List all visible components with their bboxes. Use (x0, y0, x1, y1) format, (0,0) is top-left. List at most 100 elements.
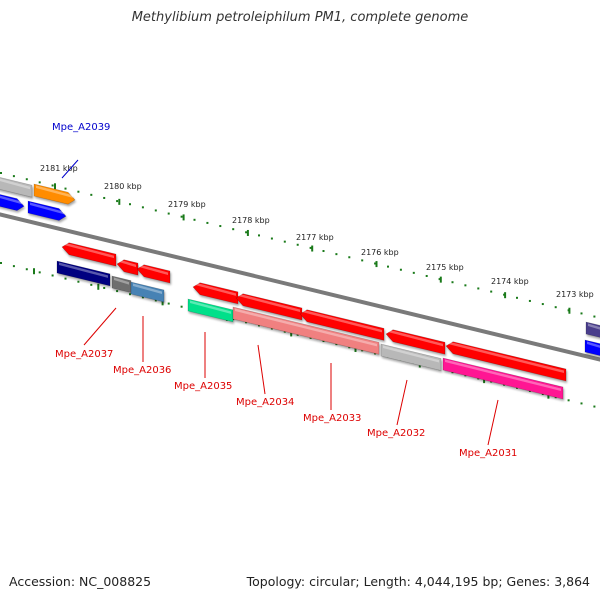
tick-label: 2177 kbp (296, 233, 334, 242)
ruler-dot (528, 299, 531, 302)
ruler-dot (516, 296, 518, 299)
tick-label: 2176 kbp (361, 248, 399, 257)
ruler-dot (180, 215, 183, 218)
callout-line (61, 159, 79, 179)
gene-highlight (388, 329, 443, 347)
callout-line (257, 344, 266, 395)
ruler-dot (167, 302, 170, 305)
gene-highlight (588, 323, 600, 330)
ruler-dot (129, 203, 131, 206)
gene-highlight (448, 341, 564, 374)
gene-highlight (190, 300, 231, 314)
gene-arrow[interactable] (136, 264, 171, 284)
gene-highlight (133, 283, 162, 294)
ruler-dot (167, 212, 170, 215)
backbone-line (0, 212, 600, 362)
gene-highlight (114, 277, 129, 285)
ruler-dot (490, 290, 493, 293)
gene-label-mpe-a2037[interactable]: Mpe_A2037 (55, 349, 113, 360)
ruler-dot (387, 265, 389, 268)
ruler-dot (580, 402, 583, 405)
ruler-dot (12, 265, 15, 268)
ruler-dot (348, 256, 351, 259)
ruler-dot (180, 305, 183, 308)
map-title: Methylibium petroleiphilum PM1, complete… (131, 10, 469, 25)
gene-highlight (0, 178, 30, 190)
ruler-dot (219, 225, 222, 228)
ruler-dot (141, 296, 144, 299)
gene-arrow[interactable] (445, 341, 567, 382)
ruler-dot (51, 274, 54, 277)
ruler-dot (425, 274, 428, 277)
gene-label-mpe-a2035[interactable]: Mpe_A2035 (174, 381, 232, 392)
ruler-tick-labels: 2181 kbp 2180 kbp 2179 kbp 2178 kbp 2177… (40, 164, 594, 299)
ruler-dot (399, 268, 402, 271)
ruler-dot (0, 262, 2, 264)
gene-highlight (445, 359, 561, 392)
gene-label-mpe-a2039[interactable]: Mpe_A2039 (52, 122, 110, 133)
gene-highlight (0, 195, 22, 205)
ruler-dot (154, 299, 157, 302)
gene-highlight (235, 308, 377, 347)
callout-line (396, 379, 408, 426)
gene-label-mpe-a2034[interactable]: Mpe_A2034 (236, 397, 294, 408)
gene-arrow[interactable] (61, 242, 117, 267)
gene-label-mpe-a2032[interactable]: Mpe_A2032 (367, 428, 425, 439)
tick-label: 2174 kbp (491, 277, 529, 286)
tick-label: 2173 kbp (556, 290, 594, 299)
callout-line (487, 399, 499, 446)
gene-arrow[interactable] (299, 309, 385, 341)
ruler-dot (103, 196, 106, 199)
ruler-dot (296, 243, 299, 246)
tick-label: 2180 kbp (104, 182, 142, 191)
ruler-dot (374, 262, 377, 265)
gene-arrow[interactable] (385, 329, 446, 355)
gene-labels: Mpe_A2039 Mpe_A2037 Mpe_A2036 Mpe_A2035 … (52, 122, 517, 459)
ruler-dot (322, 250, 325, 253)
gene-label-mpe-a2033[interactable]: Mpe_A2033 (303, 413, 361, 424)
ruler-dot (206, 221, 209, 224)
ruler-dot (361, 259, 364, 262)
gene-highlight (64, 242, 114, 259)
tick-label: 2175 kbp (426, 263, 464, 272)
ruler-dot (90, 193, 93, 196)
gene-highlight (302, 309, 382, 333)
gene-highlight (383, 345, 439, 363)
ruler-dot (541, 303, 544, 306)
ruler-dot (270, 237, 273, 240)
callout-line (83, 307, 117, 346)
ruler-dot (283, 240, 286, 243)
gene-highlight (119, 259, 136, 268)
gene-callouts (61, 159, 499, 446)
ruler-dot (154, 209, 157, 212)
gene-highlight (30, 202, 64, 215)
gene-highlight (139, 264, 168, 275)
ruler-dot (116, 200, 119, 203)
ruler-dot (593, 405, 596, 408)
accession-text: Accession: NC_008825 (9, 574, 152, 589)
gene-features (0, 177, 600, 400)
ruler-dot (77, 280, 80, 283)
ruler-dot (0, 172, 2, 174)
ruler-dot (580, 312, 583, 315)
ruler-dot (567, 399, 570, 402)
ruler-dot (64, 277, 67, 280)
ruler-dot (309, 246, 312, 249)
gene-highlight (195, 282, 236, 296)
ruler-dot (335, 253, 338, 256)
gene-label-mpe-a2031[interactable]: Mpe_A2031 (459, 448, 517, 459)
gene-label-mpe-a2036[interactable]: Mpe_A2036 (113, 365, 171, 376)
ruler-dot (141, 206, 144, 209)
tick-label: 2181 kbp (40, 164, 78, 173)
ruler-dot (103, 286, 106, 289)
ruler-dot (129, 293, 131, 296)
ruler-dot (77, 190, 80, 193)
ruler-dot (412, 271, 415, 274)
ruler-dot (193, 218, 196, 221)
ruler-dot (116, 290, 119, 293)
ruler-dot (438, 278, 441, 281)
ruler-dot (38, 271, 41, 274)
ruler-dot (464, 284, 467, 287)
gene-highlight (59, 262, 108, 278)
